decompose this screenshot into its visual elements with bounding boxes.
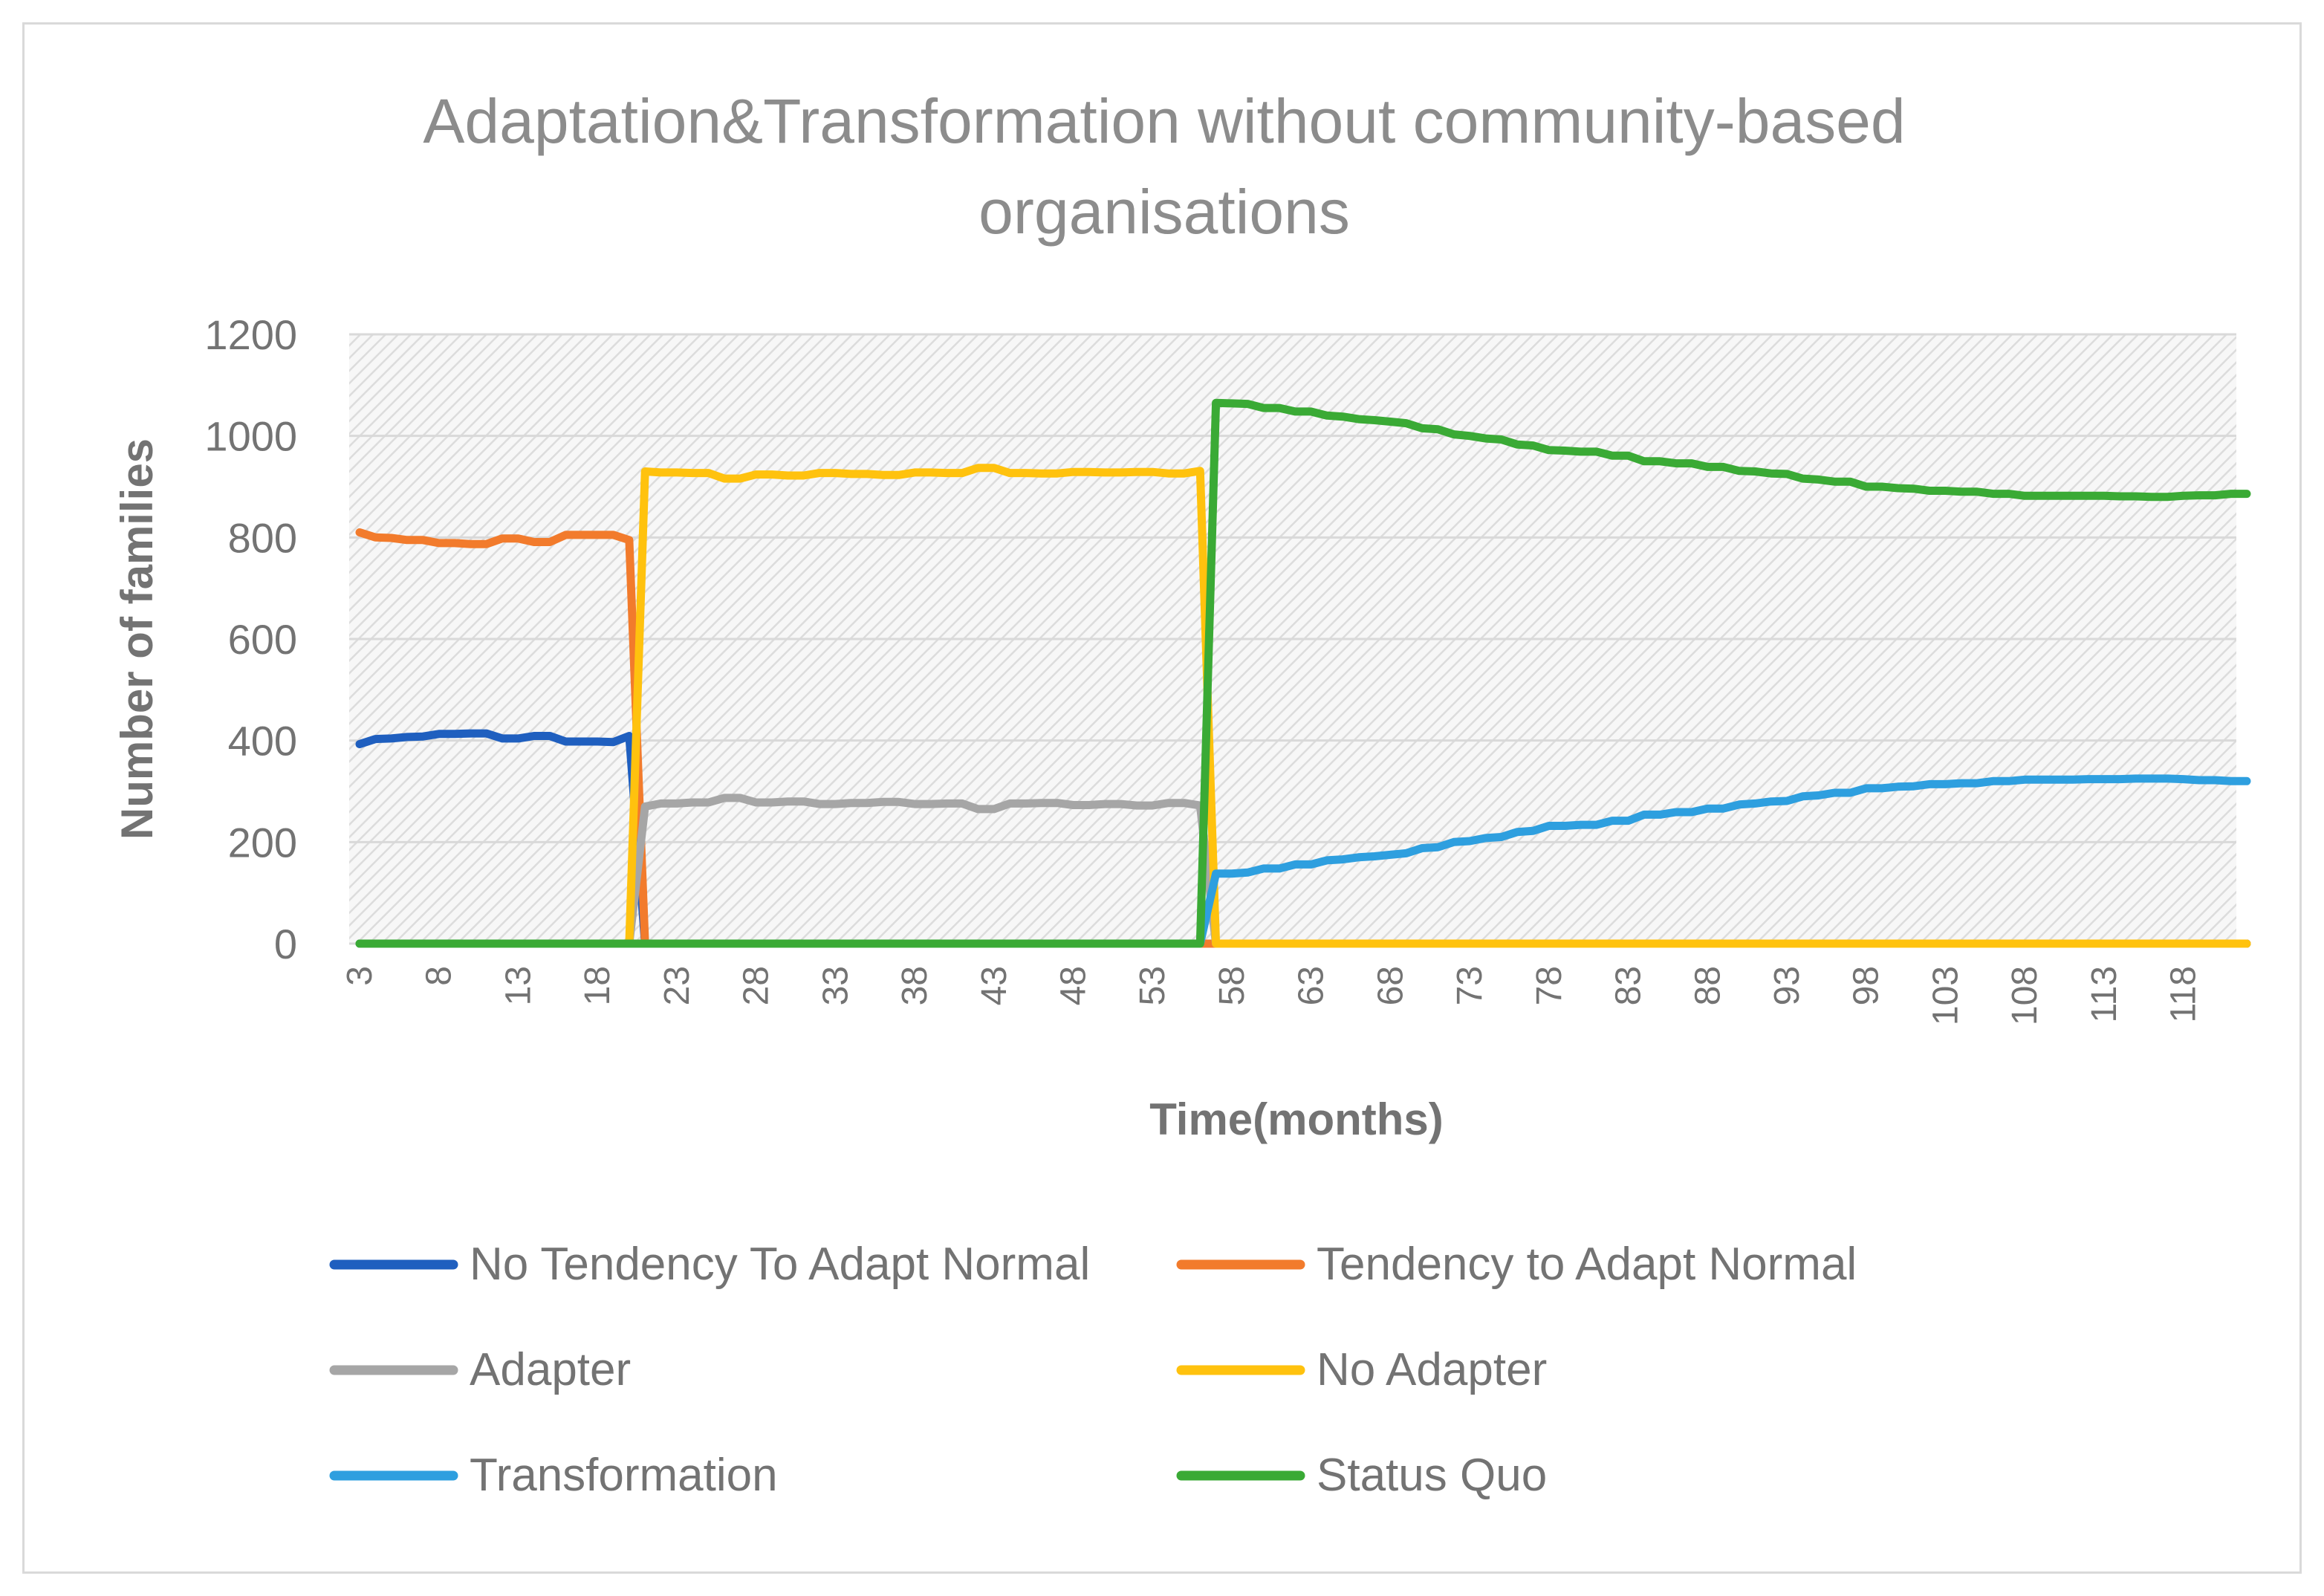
y-tick-label: 0 xyxy=(274,921,297,967)
x-tick-label: 8 xyxy=(420,966,459,986)
x-tick-label: 93 xyxy=(1768,966,1807,1005)
x-tick-label: 33 xyxy=(816,966,855,1005)
x-axis-ticks: 3 8 13 18 23 28 33 38 43 48 53 58 63 68 73 78 83 88 93 98 10… xyxy=(340,966,2204,1025)
legend-label-adapter: Adapter xyxy=(470,1344,631,1395)
y-tick-label: 200 xyxy=(228,819,297,866)
x-tick-label: 113 xyxy=(2085,966,2124,1023)
legend-label-no-tendency-to-adapt-normal: No Tendency To Adapt Normal xyxy=(470,1239,1090,1290)
series-line-no-tendency-to-adapt-normal xyxy=(355,729,2251,948)
legend-label-no-adapter: No Adapter xyxy=(1317,1344,1547,1395)
y-axis-title: Number of families xyxy=(112,438,162,840)
x-tick-label: 28 xyxy=(737,966,776,1005)
x-tick-label: 43 xyxy=(975,966,1014,1005)
x-tick-label: 83 xyxy=(1609,966,1649,1005)
chart-title-line-2: organisations xyxy=(978,177,1350,247)
series-line-no-adapter xyxy=(355,464,2251,948)
x-tick-label: 108 xyxy=(2005,966,2045,1025)
chart-title-line-1: Adaptation&Transformation without commun… xyxy=(423,86,1905,156)
x-tick-label: 18 xyxy=(578,966,617,1005)
series-line-adapter xyxy=(355,794,2251,948)
x-tick-label: 98 xyxy=(1847,966,1886,1005)
x-tick-label: 68 xyxy=(1371,966,1410,1005)
x-tick-label: 63 xyxy=(1292,966,1331,1005)
y-tick-label: 1200 xyxy=(204,311,297,358)
x-tick-label: 23 xyxy=(658,966,697,1005)
y-tick-label: 600 xyxy=(228,616,297,663)
gridlines xyxy=(349,333,2236,945)
y-tick-label: 1000 xyxy=(204,413,297,460)
legend-label-status-quo: Status Quo xyxy=(1317,1450,1547,1501)
y-tick-label: 800 xyxy=(228,514,297,561)
x-axis-title: Time(months) xyxy=(1149,1094,1444,1144)
series-line-transformation xyxy=(355,774,2251,948)
y-axis-ticks: 0 200 400 600 800 1000 1200 xyxy=(204,311,297,967)
x-tick-label: 13 xyxy=(499,966,538,1005)
series-line-status-quo xyxy=(355,398,2251,948)
series-line-tendency-to-adapt-normal xyxy=(355,528,2251,948)
legend-label-transformation: Transformation xyxy=(470,1450,778,1501)
x-tick-label: 88 xyxy=(1688,966,1727,1005)
x-tick-label: 103 xyxy=(1926,966,1965,1025)
x-tick-label: 3 xyxy=(340,966,380,986)
x-tick-label: 78 xyxy=(1530,966,1569,1005)
legend: No Tendency To Adapt Normal Tendency to A… xyxy=(329,1239,1857,1501)
y-tick-label: 400 xyxy=(228,718,297,765)
x-tick-label: 48 xyxy=(1054,966,1094,1005)
legend-label-tendency-to-adapt-normal: Tendency to Adapt Normal xyxy=(1317,1239,1857,1290)
x-tick-label: 118 xyxy=(2164,966,2204,1023)
x-tick-label: 73 xyxy=(1450,966,1490,1005)
series-lines xyxy=(355,398,2251,948)
x-tick-label: 58 xyxy=(1213,966,1252,1005)
x-tick-label: 53 xyxy=(1133,966,1172,1005)
x-tick-label: 38 xyxy=(895,966,935,1005)
